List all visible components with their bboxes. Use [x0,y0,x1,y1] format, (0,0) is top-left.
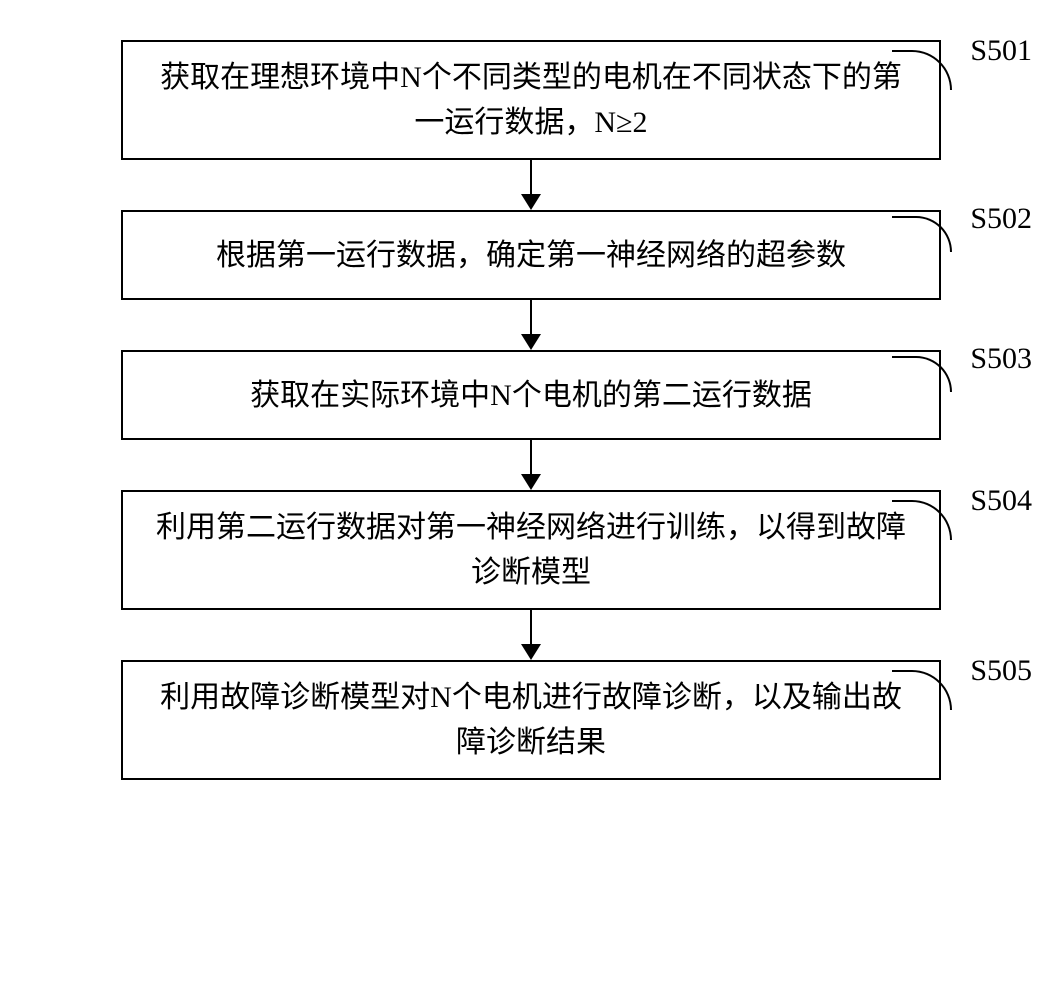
step-row-5: 利用故障诊断模型对N个电机进行故障诊断，以及输出故障诊断结果 S505 [20,660,1042,780]
arrow-1 [521,160,541,210]
step-label-s503: S503 [970,342,1032,376]
step-box-s502: 根据第一运行数据，确定第一神经网络的超参数 [121,210,941,300]
step-label-s502: S502 [970,202,1032,236]
arrow-head-icon [521,194,541,210]
step-row-4: 利用第二运行数据对第一神经网络进行训练，以得到故障诊断模型 S504 [20,490,1042,610]
callout-s502 [892,216,952,252]
callout-s503 [892,356,952,392]
callout-s501 [892,50,952,90]
step-label-s505: S505 [970,654,1032,688]
arrow-line [530,300,532,334]
step-box-s501: 获取在理想环境中N个不同类型的电机在不同状态下的第一运行数据，N≥2 [121,40,941,160]
step-text: 利用第二运行数据对第一神经网络进行训练，以得到故障诊断模型 [153,505,909,595]
step-text: 获取在实际环境中N个电机的第二运行数据 [250,373,812,418]
arrow-2 [521,300,541,350]
arrow-4 [521,610,541,660]
arrow-line [530,160,532,194]
arrow-line [530,610,532,644]
arrow-line [530,440,532,474]
step-label-s504: S504 [970,484,1032,518]
flowchart-container: 获取在理想环境中N个不同类型的电机在不同状态下的第一运行数据，N≥2 S501 … [20,40,1042,780]
step-row-2: 根据第一运行数据，确定第一神经网络的超参数 S502 [20,210,1042,300]
step-label-s501: S501 [970,34,1032,68]
step-row-1: 获取在理想环境中N个不同类型的电机在不同状态下的第一运行数据，N≥2 S501 [20,40,1042,160]
arrow-head-icon [521,644,541,660]
callout-s505 [892,670,952,710]
step-text: 利用故障诊断模型对N个电机进行故障诊断，以及输出故障诊断结果 [153,675,909,765]
arrow-3 [521,440,541,490]
step-box-s503: 获取在实际环境中N个电机的第二运行数据 [121,350,941,440]
arrow-head-icon [521,474,541,490]
step-text: 获取在理想环境中N个不同类型的电机在不同状态下的第一运行数据，N≥2 [153,55,909,145]
callout-s504 [892,500,952,540]
step-box-s505: 利用故障诊断模型对N个电机进行故障诊断，以及输出故障诊断结果 [121,660,941,780]
arrow-head-icon [521,334,541,350]
step-box-s504: 利用第二运行数据对第一神经网络进行训练，以得到故障诊断模型 [121,490,941,610]
step-row-3: 获取在实际环境中N个电机的第二运行数据 S503 [20,350,1042,440]
step-text: 根据第一运行数据，确定第一神经网络的超参数 [216,233,846,278]
